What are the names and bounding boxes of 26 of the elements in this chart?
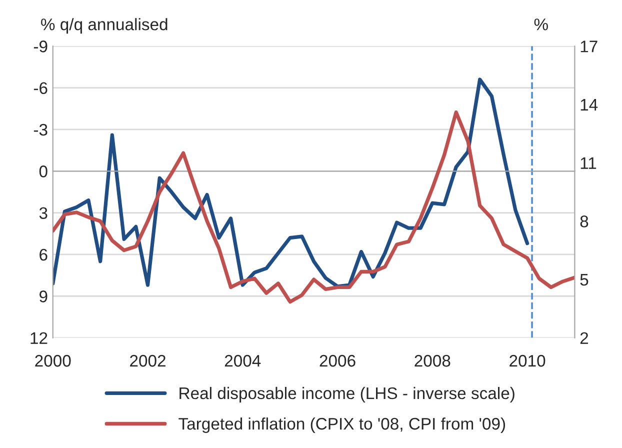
y-tick-label: -6: [34, 82, 48, 94]
legend-label: Real disposable income (LHS - inverse scale): [180, 386, 514, 402]
x-tick-label: 2010: [510, 354, 546, 367]
y-tick-label: -3: [34, 124, 48, 136]
y2-axis-title: %: [534, 18, 548, 30]
y2-tick-label: 14: [580, 99, 598, 111]
line-series: [52, 78, 530, 288]
x-tick-label: 2006: [320, 354, 356, 367]
line-series: [52, 110, 575, 304]
y-tick-label: 9: [40, 290, 48, 302]
y-tick-label: 12: [30, 332, 48, 344]
y2-tick-label: 17: [580, 40, 598, 52]
y-tick-label: 6: [40, 248, 48, 261]
y-tick-label: 0: [39, 166, 48, 178]
legend-label: Targeted inflation (CPIX to '08, CPI from '09): [178, 417, 506, 433]
y-tick-label: 3: [39, 207, 48, 220]
x-tick-label: 2008: [414, 354, 450, 367]
x-tick-label: 2002: [130, 354, 166, 367]
y2-tick-label: 11: [580, 157, 596, 169]
x-tick-label: 2000: [35, 354, 71, 367]
y-axis-title: % q/q annualised: [41, 18, 168, 34]
y2-tick-label: 5: [580, 274, 588, 286]
x-tick-label: 2004: [224, 354, 261, 367]
y2-tick-label: 2: [580, 332, 588, 344]
y2-tick-label: 8: [580, 216, 588, 228]
y-tick-label: -9: [34, 40, 48, 52]
